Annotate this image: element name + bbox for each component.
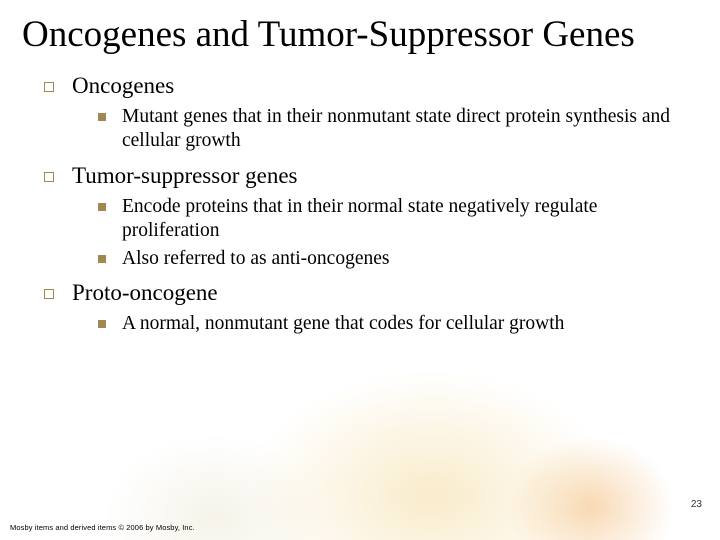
slide: Oncogenes and Tumor-Suppressor Genes Onc… <box>0 0 720 540</box>
section-heading-text: Oncogenes <box>72 73 698 99</box>
bullet-point: Encode proteins that in their normal sta… <box>98 195 698 243</box>
section-heading-text: Tumor-suppressor genes <box>72 163 698 189</box>
copyright-footer: Mosby items and derived items © 2006 by … <box>10 523 195 532</box>
square-bullet-icon <box>44 172 54 182</box>
section-heading: Tumor-suppressor genes <box>44 163 698 189</box>
bullet-text: A normal, nonmutant gene that codes for … <box>122 312 698 336</box>
square-bullet-icon <box>44 82 54 92</box>
square-bullet-icon <box>44 289 54 299</box>
square-bullet-solid-icon <box>98 203 106 211</box>
bullet-text: Encode proteins that in their normal sta… <box>122 195 698 243</box>
section-heading-text: Proto-oncogene <box>72 280 698 306</box>
section-heading: Oncogenes <box>44 73 698 99</box>
square-bullet-solid-icon <box>98 113 106 121</box>
page-number: 23 <box>691 499 702 510</box>
bullet-point: A normal, nonmutant gene that codes for … <box>98 312 698 336</box>
bullet-point: Mutant genes that in their nonmutant sta… <box>98 105 698 153</box>
slide-title: Oncogenes and Tumor-Suppressor Genes <box>22 14 698 55</box>
square-bullet-solid-icon <box>98 255 106 263</box>
section-heading: Proto-oncogene <box>44 280 698 306</box>
bullet-text: Mutant genes that in their nonmutant sta… <box>122 105 698 153</box>
bullet-text: Also referred to as anti-oncogenes <box>122 247 698 271</box>
square-bullet-solid-icon <box>98 320 106 328</box>
bullet-point: Also referred to as anti-oncogenes <box>98 247 698 271</box>
